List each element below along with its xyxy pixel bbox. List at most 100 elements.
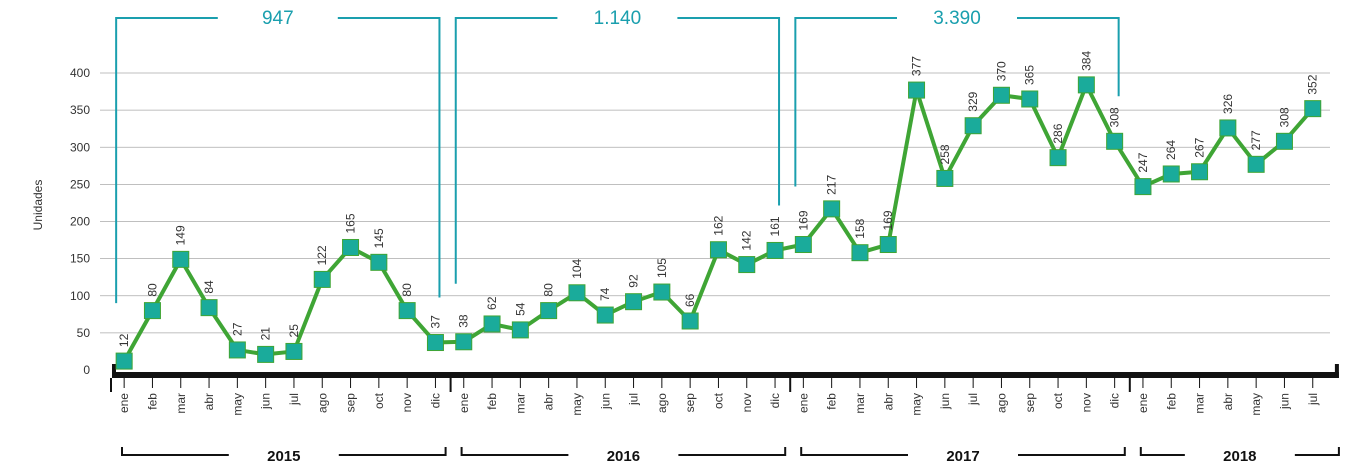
data-label: 329 <box>966 91 980 111</box>
point-marker <box>455 333 473 351</box>
point-marker <box>653 283 671 301</box>
point-marker <box>1275 132 1293 150</box>
x-tick-label: mar <box>853 393 867 414</box>
point-marker <box>398 302 416 320</box>
x-tick-label: sep <box>1023 393 1037 413</box>
point-marker <box>1304 100 1322 118</box>
point-marker <box>115 352 133 370</box>
x-tick-label: nov <box>1079 393 1093 412</box>
point-marker <box>342 238 360 256</box>
data-label: 161 <box>768 216 782 236</box>
y-tick-label: 350 <box>70 103 90 117</box>
year-bracket <box>1139 447 1340 456</box>
x-tick-label: ene <box>1136 393 1150 413</box>
total-label: 1.140 <box>594 8 642 29</box>
data-label: 37 <box>428 315 442 329</box>
data-label: 145 <box>372 228 386 248</box>
data-label: 80 <box>400 283 414 297</box>
x-tick-label: nov <box>740 393 754 412</box>
x-tick-label: jul <box>627 393 641 406</box>
point-marker <box>1162 165 1180 183</box>
x-tick-label: abr <box>542 393 556 410</box>
point-marker <box>681 312 699 330</box>
data-label: 258 <box>938 144 952 164</box>
point-marker <box>851 244 869 262</box>
x-tick-label: ago <box>994 393 1008 413</box>
point-marker <box>511 321 529 339</box>
x-tick-label: mar <box>1193 393 1207 414</box>
data-label: 352 <box>1306 74 1320 94</box>
data-label: 277 <box>1249 130 1263 150</box>
point-marker <box>313 270 331 288</box>
year-bracket <box>800 447 1126 456</box>
point-marker <box>992 86 1010 104</box>
total-bracket <box>794 17 1120 187</box>
point-marker <box>596 306 614 324</box>
x-tick-label: jul <box>1306 393 1320 406</box>
x-tick-label: nov <box>400 393 414 412</box>
data-label: 286 <box>1051 123 1065 143</box>
data-label: 74 <box>598 287 612 301</box>
x-tick-label: jun <box>938 393 952 410</box>
x-tick-label: ago <box>315 393 329 413</box>
point-marker <box>738 256 756 274</box>
data-label: 162 <box>711 215 725 235</box>
point-marker <box>172 250 190 268</box>
data-label: 104 <box>570 258 584 278</box>
total-bracket <box>115 17 441 304</box>
x-tick-label: jun <box>259 393 273 410</box>
x-axis-end <box>1334 364 1339 378</box>
data-label: 308 <box>1108 107 1122 127</box>
y-tick-label: 400 <box>70 66 90 80</box>
x-tick-label: feb <box>485 393 499 410</box>
total-label: 947 <box>262 8 294 29</box>
data-label: 158 <box>853 218 867 238</box>
y-tick-label: 150 <box>70 252 90 266</box>
year-label: 2015 <box>267 448 300 465</box>
x-tick-label: abr <box>1221 393 1235 410</box>
point-marker <box>483 315 501 333</box>
total-bracket <box>454 17 781 284</box>
point-marker <box>1247 155 1265 173</box>
y-tick-label: 200 <box>70 215 90 229</box>
x-tick-label: abr <box>202 393 216 410</box>
data-label: 84 <box>202 280 216 294</box>
point-marker <box>1049 149 1067 167</box>
point-marker <box>143 302 161 320</box>
x-tick-label: dic <box>768 393 782 408</box>
data-label: 80 <box>145 283 159 297</box>
y-tick-label: 0 <box>83 363 90 377</box>
point-marker <box>540 302 558 320</box>
y-tick-label: 250 <box>70 177 90 191</box>
point-marker <box>908 81 926 99</box>
y-tick-label: 100 <box>70 289 90 303</box>
point-marker <box>200 299 218 317</box>
data-label: 122 <box>315 245 329 265</box>
point-marker <box>568 284 586 302</box>
data-label: 165 <box>344 213 358 233</box>
x-tick-label: ene <box>117 393 131 413</box>
y-tick-label: 50 <box>77 326 91 340</box>
point-marker <box>1077 76 1095 94</box>
point-marker <box>794 236 812 254</box>
point-marker <box>823 200 841 218</box>
year-label: 2018 <box>1223 448 1256 465</box>
x-tick-label: jul <box>966 393 980 406</box>
x-tick-label: may <box>1249 393 1263 416</box>
point-marker <box>709 241 727 259</box>
x-tick-label: ago <box>655 393 669 413</box>
data-label: 105 <box>655 258 669 278</box>
data-label: 27 <box>230 322 244 336</box>
x-tick-label: jul <box>287 393 301 406</box>
x-tick-label: dic <box>428 393 442 408</box>
x-tick-label: jun <box>1277 393 1291 410</box>
data-label: 264 <box>1164 140 1178 160</box>
year-label: 2016 <box>607 448 640 465</box>
point-marker <box>625 293 643 311</box>
total-label: 3.390 <box>933 8 981 29</box>
x-tick-label: oct <box>372 392 386 409</box>
x-tick-label: may <box>910 393 924 416</box>
data-label: 38 <box>457 314 471 328</box>
x-tick-label: mar <box>513 393 527 414</box>
